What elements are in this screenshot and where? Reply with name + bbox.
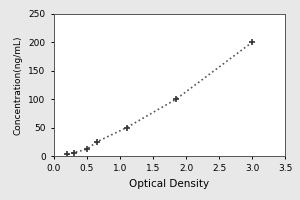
Y-axis label: Concentration(ng/mL): Concentration(ng/mL) <box>14 35 23 135</box>
X-axis label: Optical Density: Optical Density <box>129 179 210 189</box>
